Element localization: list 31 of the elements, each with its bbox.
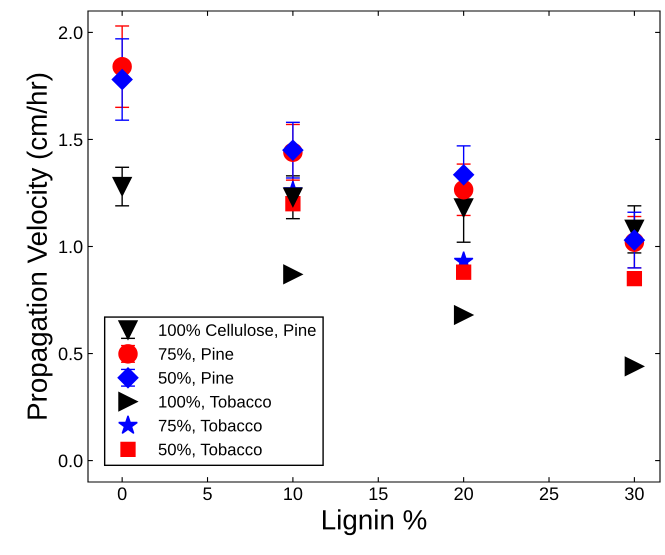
point — [456, 264, 472, 280]
point — [626, 270, 642, 286]
legend-label: 100% Cellulose, Pine — [159, 324, 316, 338]
y-tick-label: 2.0 — [58, 26, 82, 40]
x-tick-label: 10 — [284, 487, 302, 500]
x-tick-label: 0 — [118, 487, 126, 500]
point — [454, 305, 474, 325]
point — [454, 180, 474, 200]
point — [453, 164, 474, 186]
point — [454, 198, 474, 218]
legend-label: 75%, Pine — [158, 348, 234, 362]
legend-label: 50%, Pine — [158, 372, 234, 386]
x-axis-title: Lignin % — [323, 509, 426, 536]
legend-label: 50%, Tobacco — [158, 443, 262, 458]
point — [624, 356, 644, 376]
legend-label: 100%, Tobacco — [159, 395, 271, 410]
y-tick-label: 1.0 — [59, 240, 82, 254]
point — [283, 264, 303, 284]
legend-label: 75%, Tobacco — [158, 419, 262, 434]
x-tick-label: 20 — [454, 487, 473, 500]
x-tick-label: 15 — [370, 488, 388, 500]
point — [112, 176, 132, 196]
point — [112, 68, 133, 90]
x-tick-label: 25 — [540, 487, 558, 500]
y-tick-label: 0.0 — [58, 454, 82, 468]
y-axis-title: Propagation Velocity (cm/hr) — [26, 74, 52, 419]
x-tick-label: 5 — [203, 488, 212, 500]
y-tick-label: 0.5 — [58, 347, 82, 360]
x-tick-label: 30 — [625, 487, 644, 500]
y-tick-label: 1.5 — [59, 134, 82, 146]
point — [283, 188, 303, 207]
